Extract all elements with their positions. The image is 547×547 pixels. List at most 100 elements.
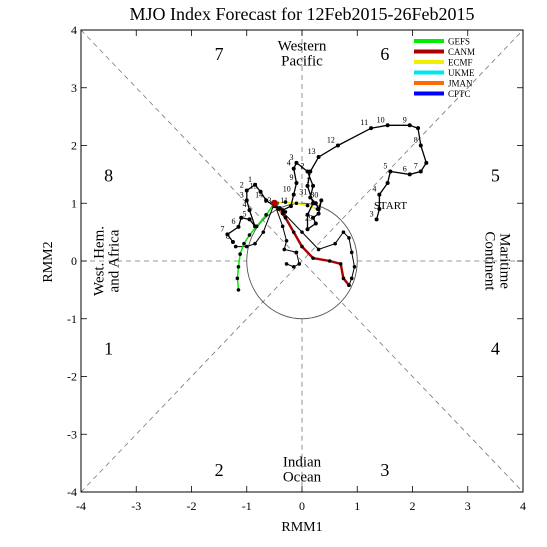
observed-point (418, 143, 423, 148)
observed-point (253, 224, 258, 229)
ensemble-point (316, 247, 321, 252)
series-point-gefs (264, 213, 268, 217)
observed-day-label: 4 (243, 200, 247, 209)
observed-point (311, 215, 316, 220)
forecast-origin-point (270, 199, 278, 207)
region-label-line: Indian (283, 454, 322, 470)
x-tick-label: -4 (76, 499, 86, 513)
observed-point (316, 207, 321, 212)
observed-point (291, 166, 296, 171)
observed-day-label: 3 (289, 153, 293, 162)
observed-day-label: 7 (220, 224, 224, 233)
x-tick-label: -3 (131, 499, 141, 513)
x-tick-label: -2 (187, 499, 197, 513)
ensemble-point (291, 264, 296, 269)
series-point-gefs (236, 288, 241, 292)
observed-point (280, 208, 285, 213)
observed-point (247, 208, 252, 213)
ensemble-point (297, 262, 302, 266)
y-tick-label: -4 (67, 485, 77, 499)
y-tick-label: 0 (71, 254, 77, 268)
series-point-ecmf (283, 200, 288, 204)
observed-point (258, 189, 263, 194)
series-point-ecmf (294, 201, 299, 206)
observed-point (311, 201, 316, 206)
phase-label: 3 (380, 460, 389, 480)
ensemble-point (253, 241, 257, 246)
region-label-line: Ocean (283, 469, 322, 485)
observed-point (385, 181, 390, 186)
observed-day-label: 4 (372, 185, 376, 194)
phase-label: 5 (491, 165, 500, 185)
observed-day-label: 14 (255, 190, 263, 199)
series-point-ecmf (305, 203, 310, 208)
observed-day-label: 15 (250, 182, 258, 191)
observed-point (291, 192, 296, 197)
legend-label-jman: JMAN (448, 79, 473, 89)
ensemble-point (349, 250, 354, 255)
observed-day-label: 13 (263, 196, 271, 205)
observed-point (377, 192, 382, 197)
series-point-canm (327, 259, 332, 263)
observed-day-label: 10 (377, 115, 385, 124)
observed-point (385, 123, 390, 128)
series-point-gefs (238, 252, 242, 256)
region-label-line: Pacific (281, 54, 323, 70)
observed-point (313, 201, 318, 206)
observed-point (377, 207, 382, 212)
observed-point (407, 123, 412, 128)
observed-day-label: 7 (414, 161, 418, 170)
series-point-gefs (236, 264, 241, 269)
observed-point (369, 126, 374, 131)
observed-point (424, 160, 429, 165)
region-label-line: Maritime (497, 233, 513, 289)
y-tick-label: -2 (67, 370, 77, 384)
observed-day-label: 3 (370, 209, 374, 218)
ensemble-point (294, 250, 299, 255)
ensemble-point (244, 244, 249, 249)
observed-day-label: 2 (301, 161, 305, 170)
region-label-line: and Africa (106, 229, 122, 292)
legend-label-gefs: GEFS (448, 37, 470, 47)
observed-day-label: 11 (360, 118, 368, 127)
legend-label-ecmf: ECMF (448, 58, 473, 68)
observed-day-label: 1 (248, 175, 252, 184)
region-label-line: West. Hem. (91, 226, 107, 296)
start-label: START (374, 200, 408, 212)
y-axis-label: RMM2 (41, 241, 56, 282)
ensemble-point (280, 224, 285, 229)
ensemble-point (349, 276, 354, 281)
observed-point (264, 198, 269, 203)
observed-day-label: 31 (299, 187, 307, 196)
y-tick-label: -3 (67, 427, 77, 441)
series-point-canm (283, 215, 288, 220)
observed-point (305, 212, 310, 217)
observed-point (305, 169, 310, 174)
unit-circle (246, 202, 358, 320)
ensemble-point (347, 236, 351, 240)
phase-label: 8 (104, 165, 113, 185)
chart-title: MJO Index Forecast for 12Feb2015-26Feb20… (130, 4, 475, 24)
x-tick-label: -1 (242, 499, 252, 513)
observed-point (247, 217, 252, 222)
ensemble-path (274, 202, 356, 286)
legend-label-canm: CANM (448, 47, 475, 57)
observed-point (305, 227, 310, 232)
observed-point (244, 198, 249, 203)
ensemble-point (352, 264, 357, 269)
observed-point (253, 182, 258, 187)
region-label-line: Continent (482, 231, 498, 291)
series-point-canm (347, 283, 351, 288)
observed-day-label: 10 (283, 185, 291, 194)
observed-point (316, 155, 321, 160)
observed-point (244, 188, 249, 193)
observed-point (335, 143, 340, 148)
observed-day-label: 29 (305, 213, 313, 222)
observed-day-label: 30 (310, 190, 318, 199)
y-tick-label: 1 (71, 196, 77, 210)
ensemble-point (282, 247, 287, 252)
observed-day-label: 1 (306, 176, 310, 185)
